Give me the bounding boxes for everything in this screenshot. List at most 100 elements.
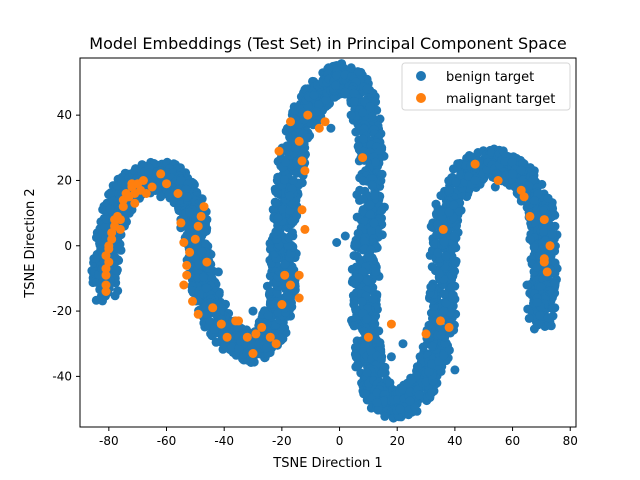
benign-point — [287, 262, 297, 272]
benign-point — [248, 306, 258, 316]
y-tick-label: -40 — [52, 369, 72, 383]
benign-point — [90, 253, 100, 263]
benign-point — [386, 352, 396, 362]
benign-point — [548, 304, 558, 314]
benign-point — [444, 176, 454, 186]
benign-point — [441, 298, 451, 308]
benign-point — [369, 314, 379, 324]
benign-point — [263, 310, 273, 320]
benign-point — [546, 321, 556, 331]
malignant-point — [190, 234, 200, 244]
benign-point — [357, 297, 367, 307]
benign-point — [500, 157, 510, 166]
malignant-point — [286, 280, 295, 290]
benign-point — [543, 313, 553, 323]
benign-point — [282, 141, 292, 151]
benign-point — [176, 175, 186, 185]
benign-point — [518, 158, 527, 168]
legend-label-malignant: malignant target — [446, 92, 555, 107]
benign-point — [434, 269, 444, 279]
benign-point — [427, 341, 437, 351]
benign-point — [550, 279, 560, 289]
benign-point — [340, 87, 350, 97]
malignant-point — [199, 202, 209, 212]
malignant-point — [251, 329, 261, 339]
benign-point — [200, 227, 209, 237]
benign-point — [380, 411, 390, 421]
malignant-point — [297, 205, 307, 215]
benign-point — [371, 267, 380, 277]
malignant-point — [265, 332, 275, 342]
benign-point — [539, 206, 549, 216]
malignant-point — [303, 110, 313, 120]
malignant-point — [242, 332, 252, 342]
benign-point — [200, 302, 210, 312]
y-axis-ticks: -40 -20 0 20 40 — [52, 108, 80, 383]
benign-point — [262, 343, 271, 353]
benign-point — [366, 346, 376, 356]
x-tick-label: -20 — [272, 434, 292, 448]
benign-point — [100, 222, 110, 232]
malignant-point — [196, 211, 206, 221]
malignant-point — [539, 257, 549, 267]
benign-point — [507, 157, 517, 167]
benign-point — [351, 304, 360, 314]
benign-point — [450, 266, 460, 276]
malignant-point — [138, 176, 148, 185]
benign-point — [427, 262, 437, 272]
benign-point — [436, 330, 446, 340]
benign-point — [234, 343, 244, 353]
malignant-point — [358, 153, 368, 163]
benign-point — [418, 342, 428, 352]
benign-point — [287, 184, 297, 194]
x-tick-label: -80 — [99, 434, 119, 448]
x-tick-label: 20 — [390, 434, 405, 448]
benign-point — [326, 123, 336, 133]
benign-point — [321, 95, 331, 105]
benign-point — [439, 306, 449, 316]
benign-point — [434, 356, 444, 366]
malignant-point — [162, 179, 171, 189]
malignant-point — [188, 296, 197, 306]
benign-point — [330, 92, 340, 102]
legend-label-benign: benign target — [446, 70, 534, 85]
benign-point — [331, 80, 341, 90]
benign-point — [272, 188, 282, 198]
malignant-point — [101, 287, 111, 296]
benign-point — [454, 206, 464, 216]
malignant-point — [286, 117, 295, 127]
benign-point — [466, 152, 476, 162]
benign-point — [303, 133, 313, 143]
benign-point — [533, 189, 543, 199]
benign-point — [367, 181, 377, 191]
benign-point — [365, 200, 375, 210]
benign-point — [273, 213, 283, 223]
benign-point — [314, 100, 324, 110]
benign-point — [522, 280, 532, 290]
benign-point — [532, 262, 542, 272]
legend-marker-malignant — [416, 93, 426, 103]
y-tick-label: 0 — [64, 239, 72, 253]
benign-point — [535, 311, 545, 320]
x-tick-label: 40 — [447, 434, 462, 448]
benign-point — [436, 207, 446, 217]
benign-point — [464, 171, 474, 181]
x-tick-label: 60 — [505, 434, 520, 448]
benign-point — [182, 192, 192, 202]
benign-point — [369, 190, 379, 200]
benign-point — [547, 229, 557, 239]
benign-point — [421, 377, 431, 387]
benign-point — [346, 110, 356, 120]
benign-point — [198, 272, 208, 282]
benign-point — [508, 169, 518, 179]
malignant-point — [493, 176, 503, 185]
y-tick-label: 20 — [57, 173, 72, 187]
malignant-point — [438, 224, 448, 234]
malignant-point — [185, 247, 195, 257]
x-tick-label: -40 — [214, 434, 234, 448]
benign-point — [449, 231, 459, 241]
legend-box — [401, 62, 571, 111]
x-tick-label: -60 — [157, 434, 177, 448]
benign-point — [371, 157, 380, 167]
